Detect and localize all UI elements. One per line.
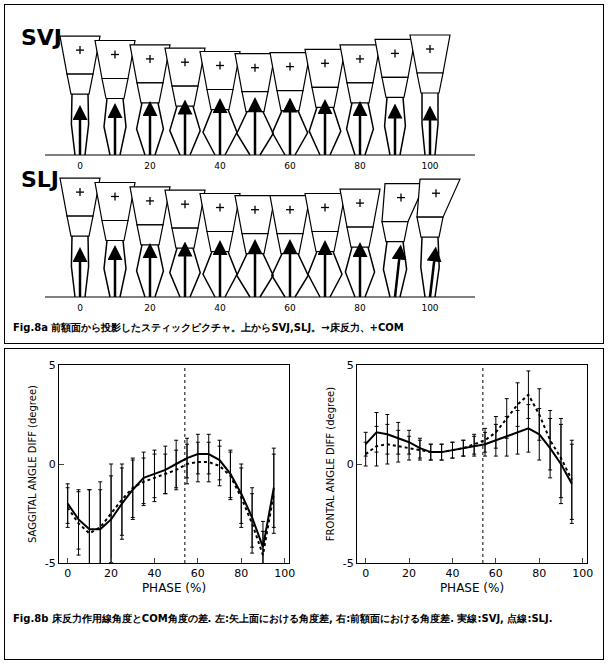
svg-text:80: 80	[532, 567, 546, 580]
svg-text:0: 0	[49, 458, 56, 471]
svg-text:0: 0	[64, 567, 71, 580]
svg-text:40: 40	[214, 303, 226, 313]
svg-text:60: 60	[284, 303, 296, 313]
svg-text:20: 20	[402, 567, 416, 580]
svg-text:20: 20	[144, 161, 156, 171]
svg-text:-5: -5	[45, 557, 56, 570]
svg-text:60: 60	[489, 567, 503, 580]
svg-text:Fig.8a 前額面から投影したスティックピクチャ。上からS: Fig.8a 前額面から投影したスティックピクチャ。上からSVJ,SLJ。→床反…	[13, 322, 404, 333]
html-text:Fig.8b 床反力作用線角度とCOM角度の差. 左:矢上面: Fig.8b 床反力作用線角度とCOM角度の差. 左:矢上面における角度差, 右…	[13, 613, 553, 624]
svg-text:80: 80	[354, 161, 366, 171]
svg-text:100: 100	[572, 567, 593, 580]
svg-text:5: 5	[347, 359, 354, 372]
svg-text:0: 0	[362, 567, 369, 580]
svg-text:40: 40	[445, 567, 459, 580]
svg-text:SVJ: SVJ	[21, 25, 62, 50]
svg-text:FRONTAL ANGLE DIFF (degree): FRONTAL ANGLE DIFF (degree)	[325, 387, 336, 541]
svg-text:20: 20	[104, 567, 118, 580]
svg-text:PHASE (%): PHASE (%)	[142, 581, 206, 595]
svg-text:SAGGITAL ANGLE DIFF (degree): SAGGITAL ANGLE DIFF (degree)	[27, 385, 38, 543]
svg-text:0: 0	[77, 303, 83, 313]
svg-text:100: 100	[421, 303, 438, 313]
svg-text:40: 40	[214, 161, 226, 171]
svg-text:SLJ: SLJ	[21, 167, 59, 192]
svg-text:PHASE (%): PHASE (%)	[440, 581, 504, 595]
svg-text:0: 0	[77, 161, 83, 171]
svg-text:100: 100	[421, 161, 438, 171]
svg-text:80: 80	[354, 303, 366, 313]
svg-text:20: 20	[144, 303, 156, 313]
svg-text:0: 0	[347, 458, 354, 471]
svg-text:-5: -5	[343, 557, 354, 570]
svg-text:5: 5	[49, 359, 56, 372]
svg-text:60: 60	[191, 567, 205, 580]
svg-text:80: 80	[234, 567, 248, 580]
svg-text:100: 100	[274, 567, 295, 580]
svg-text:40: 40	[147, 567, 161, 580]
svg-text:60: 60	[284, 161, 296, 171]
